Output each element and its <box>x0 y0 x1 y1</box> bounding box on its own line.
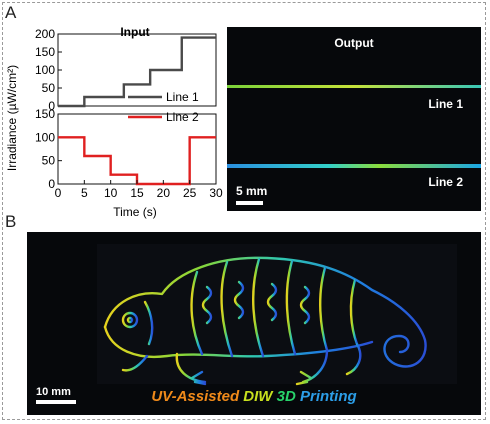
x-axis-label: Time (s) <box>113 205 157 219</box>
figure-frame <box>2 2 486 420</box>
bottom-series-line <box>58 136 216 186</box>
top-y-tick-label: 50 <box>42 81 56 95</box>
x-tick-label: 20 <box>157 186 171 200</box>
y-axis-label: Irradiance (µW/cm²) <box>5 65 19 171</box>
x-tick-label: 15 <box>130 186 144 200</box>
printed-line-2 <box>227 164 481 168</box>
chart-title: Input <box>120 25 149 39</box>
bottom-y-tick-label: 50 <box>42 154 56 168</box>
caption-word-1: UV-Assisted <box>151 388 240 405</box>
top-y-tick-label: 0 <box>48 99 55 113</box>
legend-line2-label: Line 2 <box>166 110 199 124</box>
printed-line-1 <box>227 85 481 88</box>
printing-caption: UV-Assisted DIW 3D Printing <box>27 388 481 405</box>
output-photo: Output Line 1 Line 2 5 mm <box>227 27 481 211</box>
chameleon-print <box>97 244 457 386</box>
chameleon-back-leg <box>295 348 329 386</box>
x-tick-label: 30 <box>209 186 223 200</box>
scale-bar-b <box>36 400 76 404</box>
bottom-y-tick-label: 150 <box>35 107 55 121</box>
x-tick-label: 0 <box>55 186 62 200</box>
top-series-line <box>58 36 216 108</box>
bottom-y-tick-label: 100 <box>35 130 55 144</box>
caption-word-4: Printing <box>300 388 357 405</box>
top-y-tick-label: 100 <box>35 63 55 77</box>
line1-label: Line 1 <box>428 97 463 111</box>
line2-label: Line 2 <box>428 175 463 189</box>
chameleon-eye <box>121 311 139 329</box>
x-tick-label: 10 <box>104 186 118 200</box>
caption-word-2: DIW <box>243 388 273 405</box>
x-tick-label: 25 <box>183 186 197 200</box>
output-title: Output <box>334 36 374 50</box>
scale-label-b: 10 mm <box>36 386 71 398</box>
panel-a-label: A <box>5 3 17 22</box>
panel-b-label: B <box>5 212 17 231</box>
printed-lines <box>227 85 481 168</box>
x-tick-label: 5 <box>81 186 88 200</box>
legend-line1-label: Line 1 <box>166 90 199 104</box>
top-y-tick-label: 150 <box>35 45 55 59</box>
chameleon-front-leg <box>175 352 207 386</box>
scale-bar-a <box>236 201 263 205</box>
chameleon-body <box>103 256 427 368</box>
chameleon-photo: 10 mm UV-Assisted DIW 3D Printing <box>27 232 481 415</box>
caption-word-3: 3D <box>276 388 296 405</box>
bottom-y-tick-label: 0 <box>48 177 55 191</box>
top-y-tick-label: 200 <box>35 27 55 41</box>
scale-label-a: 5 mm <box>236 184 268 198</box>
